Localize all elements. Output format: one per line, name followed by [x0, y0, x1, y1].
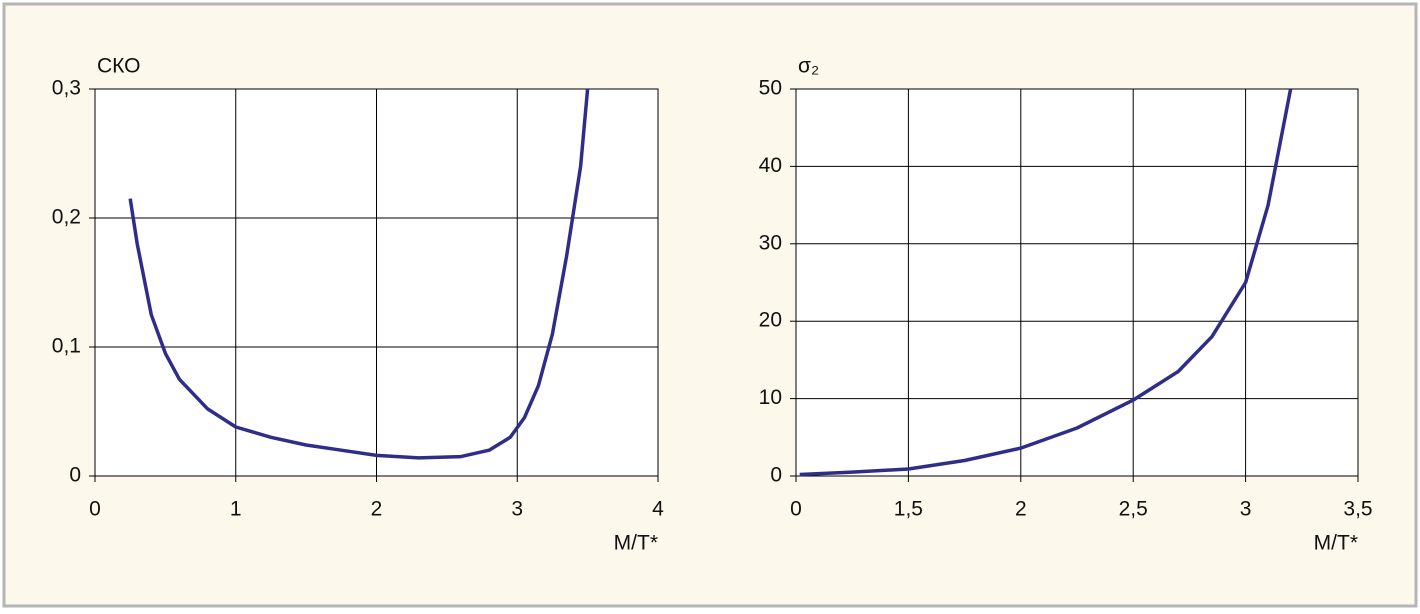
x-tick-label: 2,5	[1119, 498, 1148, 521]
x-axis-label: M/T*	[614, 532, 658, 555]
x-tick-label: 0	[790, 498, 802, 521]
y-axis-label: σ₂	[798, 55, 819, 78]
y-tick-label: 0,2	[52, 206, 81, 229]
x-tick-label: 1	[230, 498, 242, 521]
plot-area	[795, 88, 1359, 477]
y-tick-label: 0	[69, 464, 81, 487]
y-tick-label: 0,3	[52, 77, 81, 100]
x-tick-label: 0	[89, 498, 101, 521]
data-line	[128, 88, 590, 460]
x-axis-label: M/T*	[1314, 532, 1358, 555]
x-tick-label: 3	[511, 498, 523, 521]
y-tick-label: 0	[770, 464, 782, 487]
y-tick-label: 0,1	[52, 335, 81, 358]
x-tick-label: 3	[1240, 498, 1252, 521]
y-axis-label: СКО	[97, 55, 141, 78]
x-tick-label: 3,5	[1343, 498, 1372, 521]
x-tick-label: 4	[652, 498, 664, 521]
y-tick-label: 10	[759, 386, 782, 409]
y-tick-label: 40	[759, 154, 782, 177]
y-tick-label: 50	[759, 77, 782, 100]
y-tick-label: 20	[759, 309, 782, 332]
x-tick-label: 1,5	[894, 498, 923, 521]
x-tick-label: 2	[371, 498, 383, 521]
y-tick-label: 30	[759, 231, 782, 254]
x-tick-label: 2	[1015, 498, 1027, 521]
data-line	[799, 88, 1293, 477]
